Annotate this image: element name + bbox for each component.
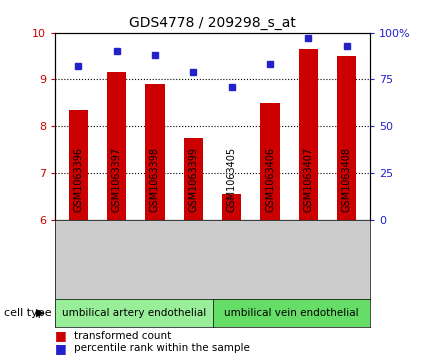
Bar xyxy=(107,72,126,220)
Bar xyxy=(222,194,241,220)
Title: GDS4778 / 209298_s_at: GDS4778 / 209298_s_at xyxy=(129,16,296,30)
Bar xyxy=(261,103,280,220)
Text: umbilical artery endothelial: umbilical artery endothelial xyxy=(62,308,206,318)
Text: percentile rank within the sample: percentile rank within the sample xyxy=(74,343,250,354)
Text: cell type: cell type xyxy=(4,308,52,318)
Bar xyxy=(337,56,356,220)
Text: ■: ■ xyxy=(55,342,67,355)
Bar xyxy=(145,84,164,220)
Bar xyxy=(69,110,88,220)
Bar xyxy=(299,49,318,220)
Bar xyxy=(184,138,203,220)
Text: umbilical vein endothelial: umbilical vein endothelial xyxy=(224,308,358,318)
Text: ■: ■ xyxy=(55,329,67,342)
Text: ▶: ▶ xyxy=(36,308,45,318)
Text: transformed count: transformed count xyxy=(74,331,172,341)
